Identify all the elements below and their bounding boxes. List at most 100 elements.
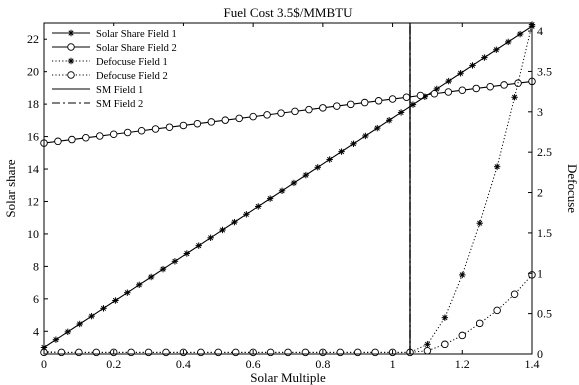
data-point bbox=[336, 348, 345, 357]
star-stroke bbox=[136, 282, 142, 288]
star-stroke bbox=[100, 305, 107, 311]
legend-entry: Solar Share Field 1 bbox=[52, 29, 177, 40]
legend-label: Solar Share Field 1 bbox=[96, 29, 177, 40]
star-stroke bbox=[459, 272, 465, 278]
star-stroke bbox=[505, 39, 511, 45]
legend-marker bbox=[67, 57, 75, 65]
data-point bbox=[338, 148, 345, 155]
y-right-tick-label: 3 bbox=[537, 105, 543, 119]
legend-label: SM Field 1 bbox=[96, 85, 143, 96]
y-right-axis-label: Defocuse bbox=[565, 164, 579, 213]
star-stroke bbox=[68, 30, 74, 36]
data-point bbox=[516, 30, 524, 38]
y-right-tick-label: 1.5 bbox=[537, 226, 552, 240]
x-tick-label: 0.6 bbox=[246, 357, 261, 371]
star-stroke bbox=[442, 315, 448, 321]
x-axis-label: Solar Multiple bbox=[250, 370, 326, 385]
legend-entry: Solar Share Field 2 bbox=[52, 43, 177, 54]
data-point bbox=[219, 226, 226, 234]
y-right-tick-label: 1 bbox=[537, 266, 543, 280]
data-point bbox=[385, 117, 393, 124]
y-right-tick-label: 2 bbox=[537, 186, 543, 200]
data-point bbox=[137, 126, 146, 135]
data-point bbox=[162, 348, 170, 357]
y-left-tick-label: 22 bbox=[27, 32, 39, 46]
data-point bbox=[486, 82, 494, 91]
star-stroke bbox=[374, 125, 380, 131]
data-point bbox=[481, 54, 488, 61]
data-point bbox=[371, 348, 379, 357]
data-point bbox=[123, 128, 132, 137]
star-stroke bbox=[124, 290, 130, 296]
data-point bbox=[430, 89, 439, 98]
legend-label: Defocuse Field 2 bbox=[96, 71, 168, 82]
data-point bbox=[277, 109, 285, 117]
data-point bbox=[416, 91, 425, 100]
star-stroke bbox=[196, 243, 202, 249]
y-left-tick-label: 8 bbox=[33, 259, 39, 273]
star-stroke bbox=[255, 203, 261, 210]
series-line bbox=[43, 24, 533, 353]
series-line bbox=[44, 274, 533, 353]
star-stroke bbox=[208, 235, 214, 241]
star-stroke bbox=[65, 329, 71, 335]
x-tick-label: 0 bbox=[41, 357, 47, 371]
star-stroke bbox=[469, 62, 476, 69]
legend: Solar Share Field 1 Solar Share Field 2 De… bbox=[47, 26, 235, 115]
chart-title: Fuel Cost 3.5$/MMBTU bbox=[224, 5, 354, 20]
data-point bbox=[475, 319, 484, 328]
star-stroke bbox=[446, 78, 452, 84]
data-point bbox=[504, 38, 512, 46]
x-tick-label: 1 bbox=[390, 357, 396, 371]
data-point bbox=[409, 101, 417, 108]
data-point bbox=[374, 124, 381, 132]
data-point bbox=[76, 320, 83, 328]
data-point bbox=[57, 348, 66, 357]
legend-label: SM Field 2 bbox=[96, 99, 143, 110]
data-point bbox=[459, 271, 466, 279]
legend-entry: SM Field 1 bbox=[52, 85, 143, 96]
star-stroke bbox=[338, 149, 345, 155]
y-left-tick-label: 18 bbox=[27, 97, 39, 111]
data-point bbox=[510, 290, 519, 299]
star-stroke bbox=[362, 133, 368, 139]
data-point bbox=[458, 86, 467, 94]
star-stroke bbox=[231, 219, 238, 225]
star-stroke bbox=[89, 313, 95, 319]
data-point bbox=[255, 203, 262, 210]
data-point bbox=[64, 328, 72, 336]
data-point bbox=[423, 347, 432, 355]
data-point bbox=[165, 123, 174, 131]
star-stroke bbox=[160, 266, 166, 272]
data-point bbox=[193, 119, 202, 128]
data-point bbox=[109, 130, 118, 139]
axis-ticks: 0 0.2 0.4 0.6 0.8 1 1.2 1.44681012141618202200.… bbox=[27, 23, 552, 371]
data-point bbox=[266, 348, 275, 357]
data-point bbox=[249, 112, 257, 121]
data-point bbox=[493, 46, 500, 53]
star-stroke bbox=[386, 117, 392, 123]
data-point bbox=[397, 109, 405, 116]
data-point bbox=[88, 312, 95, 320]
data-point bbox=[301, 348, 310, 357]
data-point bbox=[458, 331, 467, 340]
data-point bbox=[493, 163, 501, 170]
data-point bbox=[511, 94, 518, 101]
star-stroke bbox=[53, 337, 59, 343]
y-left-tick-label: 12 bbox=[27, 194, 39, 208]
y-right-tick-label: 4 bbox=[537, 24, 543, 38]
star-stroke bbox=[315, 164, 321, 170]
star-stroke bbox=[511, 94, 518, 100]
x-tick-label: 1.2 bbox=[455, 357, 470, 371]
star-stroke bbox=[493, 47, 499, 53]
data-point bbox=[214, 348, 223, 357]
y-right-tick-label: 3.5 bbox=[537, 64, 552, 78]
star-stroke bbox=[77, 321, 83, 327]
data-point bbox=[493, 306, 501, 315]
data-point bbox=[124, 289, 131, 296]
legend-label: Solar Share Field 2 bbox=[96, 43, 177, 54]
y-left-tick-label: 6 bbox=[33, 292, 39, 306]
legend-marker bbox=[67, 71, 75, 79]
data-point bbox=[444, 88, 453, 96]
